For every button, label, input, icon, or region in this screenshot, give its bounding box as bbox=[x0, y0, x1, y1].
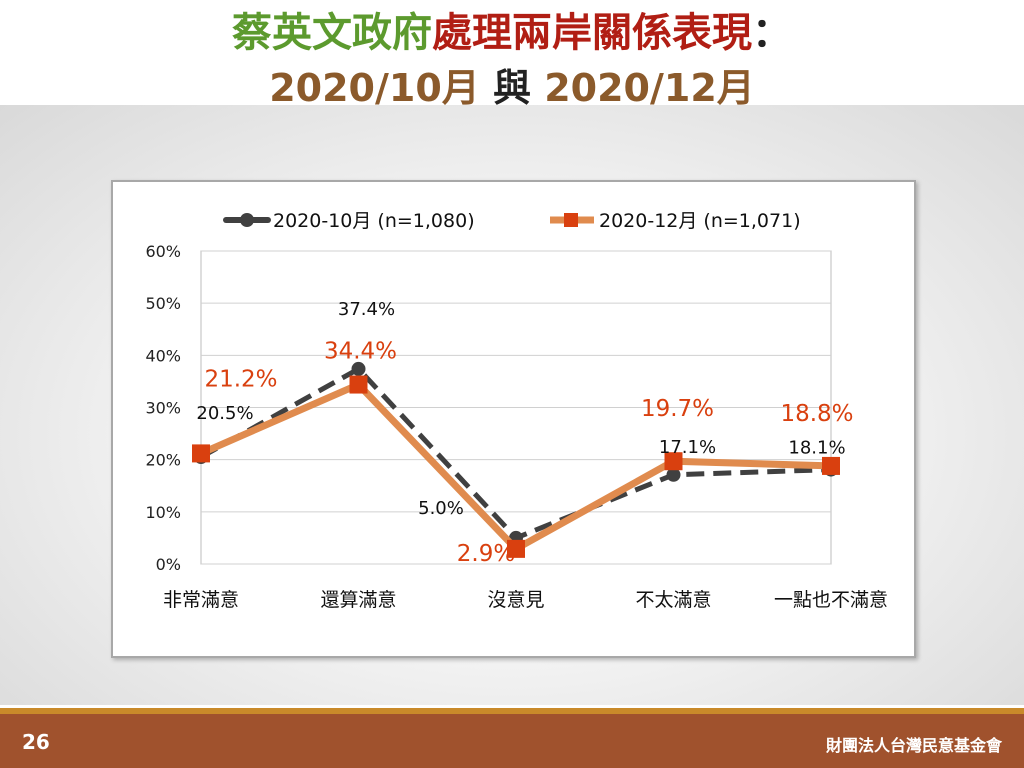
chart-frame: 0% 10% 20% 30% 40% 50% 60% 非常滿意 還算滿意 沒意見 不太滿意 一點也不… bbox=[111, 180, 916, 658]
legend-label-oct: 2020-10月 (n=1,080) bbox=[273, 210, 475, 232]
page-number: 26 bbox=[22, 730, 50, 754]
chart-series bbox=[192, 361, 840, 558]
y-tick-label: 10% bbox=[145, 503, 181, 522]
point-dec bbox=[822, 456, 840, 475]
x-tick-label: 非常滿意 bbox=[163, 589, 239, 611]
x-tick-label: 一點也不滿意 bbox=[774, 589, 888, 611]
point-dec bbox=[507, 539, 525, 558]
point-dec bbox=[192, 444, 210, 463]
x-tick-label: 還算滿意 bbox=[320, 589, 396, 611]
data-label-dec: 19.7% bbox=[641, 396, 714, 422]
y-tick-label: 0% bbox=[156, 555, 181, 574]
footer-stripe bbox=[0, 708, 1024, 714]
y-tick-label: 50% bbox=[145, 294, 181, 313]
organization-name: 財團法人台灣民意基金會 bbox=[825, 736, 1002, 755]
data-label-oct: 18.1% bbox=[788, 438, 845, 459]
legend-label-dec: 2020-12月 (n=1,071) bbox=[599, 210, 801, 232]
x-tick-label: 不太滿意 bbox=[635, 589, 711, 611]
y-tick-label: 20% bbox=[145, 451, 181, 470]
point-dec bbox=[349, 375, 368, 394]
title-and: 與 bbox=[479, 66, 545, 110]
y-axis-ticks: 0% 10% 20% 30% 40% 50% 60% bbox=[145, 242, 181, 574]
legend-marker-oct bbox=[240, 213, 254, 227]
data-label-dec: 18.8% bbox=[780, 401, 853, 427]
data-label-oct: 20.5% bbox=[196, 403, 253, 424]
data-label-oct: 37.4% bbox=[338, 299, 395, 320]
legend-marker-dec bbox=[564, 213, 578, 227]
y-tick-label: 40% bbox=[145, 346, 181, 365]
line-chart: 0% 10% 20% 30% 40% 50% 60% 非常滿意 還算滿意 沒意見 不太滿意 一點也不… bbox=[145, 210, 888, 611]
chart-legend: 2020-10月 (n=1,080) 2020-12月 (n=1,071) bbox=[223, 210, 801, 232]
title-period-b: 2020/12月 bbox=[544, 66, 755, 110]
title-line-1: 蔡英文政府處理兩岸關係表現： bbox=[0, 8, 1024, 58]
title-part-government: 蔡英文政府 bbox=[232, 10, 432, 56]
data-label-dec: 2.9% bbox=[457, 541, 515, 567]
footer-bar: 26 財團法人台灣民意基金會 bbox=[0, 714, 1024, 768]
y-tick-label: 30% bbox=[145, 399, 181, 418]
x-axis-ticks: 非常滿意 還算滿意 沒意見 不太滿意 一點也不滿意 bbox=[163, 589, 888, 611]
y-tick-label: 60% bbox=[145, 242, 181, 261]
title-colon: ： bbox=[752, 10, 792, 56]
data-label-dec: 21.2% bbox=[204, 366, 277, 392]
slide-title: 蔡英文政府處理兩岸關係表現： 2020/10月 與 2020/12月 bbox=[0, 0, 1024, 110]
data-label-oct: 17.1% bbox=[659, 437, 716, 458]
point-oct bbox=[666, 467, 681, 482]
chart-gridlines bbox=[200, 250, 832, 565]
point-dec bbox=[664, 452, 683, 471]
data-label-dec: 34.4% bbox=[324, 339, 397, 365]
title-part-cross-strait: 處理兩岸關係表現 bbox=[432, 10, 752, 56]
title-period-a: 2020/10月 bbox=[269, 66, 480, 110]
data-label-oct: 5.0% bbox=[418, 498, 464, 519]
title-line-2: 2020/10月 與 2020/12月 bbox=[0, 64, 1024, 112]
series-line-dec bbox=[199, 381, 832, 553]
chart-data-labels: 20.5% 37.4% 5.0% 17.1% 18.1% 21.2% 34.4% 2.9% 19… bbox=[196, 299, 853, 567]
point-oct bbox=[351, 361, 366, 376]
series-line-oct bbox=[199, 366, 832, 541]
x-tick-label: 沒意見 bbox=[487, 589, 544, 611]
